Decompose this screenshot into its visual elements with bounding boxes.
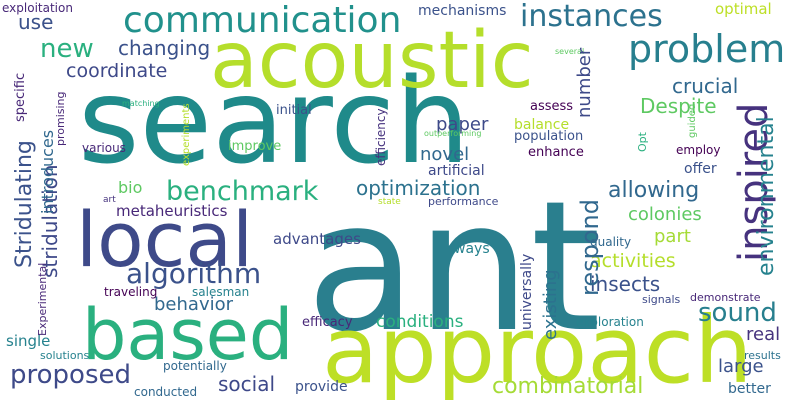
word-allowing: allowing [608, 178, 700, 203]
word-based: based [82, 294, 294, 376]
word-exploration: exploration [576, 315, 644, 329]
word-mechanisms: mechanisms [418, 3, 507, 19]
word-coordinate: coordinate [66, 60, 168, 82]
word-stridulating: Stridulating [12, 140, 37, 268]
word-enhance: enhance [528, 145, 584, 160]
word-behavior: behavior [154, 294, 234, 315]
word-combinatorial: combinatorial [492, 374, 644, 399]
word-activities: activities [590, 250, 676, 272]
word-provide: provide [295, 379, 348, 395]
word-initial: initial [276, 103, 312, 118]
word-universally: universally [519, 253, 535, 330]
word-part: part [654, 226, 691, 247]
word-improve: improve [228, 139, 282, 154]
word-traveling: traveling [104, 285, 158, 299]
word-guided: guided [687, 103, 698, 138]
word-crucial: crucial [672, 74, 739, 98]
word-opt: Opt [636, 132, 649, 152]
word-bio: bio [118, 178, 143, 197]
word-solutions: solutions [40, 349, 90, 362]
word-state: state [378, 197, 401, 207]
word-experiments: experiments [181, 103, 192, 166]
word-results: results [744, 349, 781, 362]
word-potentially: potentially [163, 359, 227, 373]
word-benchmark: benchmark [166, 176, 319, 207]
word-respond: respond [576, 199, 604, 296]
word-proposed: proposed [10, 360, 131, 390]
word-employ: employ [676, 143, 721, 157]
word-instances: instances [520, 0, 663, 34]
word-approach: approach [322, 297, 753, 400]
word-ways: ways [454, 241, 490, 257]
word-optimal: optimal [715, 0, 772, 18]
word-offer: offer [684, 161, 717, 177]
word-insects: insects [590, 272, 661, 296]
word-communication: communication [123, 0, 402, 41]
word-paper: paper [436, 114, 489, 135]
word-art: art [103, 195, 116, 205]
word-various: various [82, 141, 126, 155]
word-advantages: advantages [273, 230, 361, 248]
word-conditions: conditions [376, 312, 464, 332]
word-several: several [555, 47, 585, 56]
word-sound: sound [698, 298, 777, 328]
word-use: use [18, 10, 54, 34]
word-efficacy: efficacy [302, 315, 353, 330]
word-matching: matching [122, 99, 160, 108]
word-balance: balance [514, 117, 570, 133]
word-outperforming: outperforming [424, 129, 482, 138]
word-colonies: colonies [628, 204, 702, 225]
word-population: population [514, 129, 584, 144]
word-despite: Despite [640, 94, 717, 118]
word-efficiency: efficiency [374, 108, 388, 166]
word-local: local [76, 195, 254, 284]
word-experimental: Experimental [36, 262, 49, 336]
word-new: new [40, 34, 94, 64]
word-ant: ant [306, 163, 601, 372]
word-social: social [218, 372, 276, 396]
word-single: single [6, 332, 51, 350]
word-large: large [718, 356, 764, 377]
word-performance: performance [428, 195, 499, 208]
word-specific: specific [13, 72, 28, 122]
word-changing: changing [118, 36, 211, 60]
word-acoustic: acoustic [210, 16, 534, 106]
word-exploitation: exploitation [2, 1, 73, 15]
word-problem: problem [628, 27, 786, 71]
word-algorithm: algorithm [126, 257, 262, 290]
word-promising: promising [54, 91, 67, 146]
word-number: number [574, 47, 595, 118]
word-artificial: artificial [428, 163, 485, 179]
word-metaheuristics: metaheuristics [116, 202, 228, 220]
word-salesman: salesman [192, 285, 250, 299]
word-real: real [746, 324, 781, 345]
word-search: search [78, 52, 470, 190]
word-assess: assess [530, 99, 574, 114]
word-novel: novel [420, 144, 470, 165]
word-better: better [728, 381, 771, 397]
word-demonstrate: demonstrate [690, 291, 761, 304]
word-signals: signals [642, 293, 681, 306]
word-quality: quality [590, 235, 632, 249]
word-existing: existing [540, 269, 561, 340]
word-conducted: conducted [134, 385, 198, 399]
word-environmental: environmental [754, 116, 779, 276]
word-optimization: optimization [356, 176, 481, 200]
